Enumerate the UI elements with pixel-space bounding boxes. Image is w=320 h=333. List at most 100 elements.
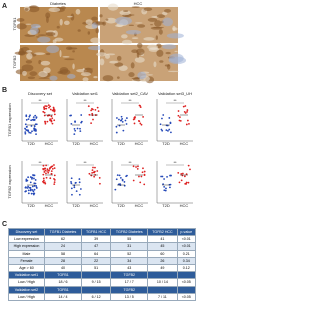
dot xyxy=(45,172,47,175)
dot xyxy=(31,176,34,179)
dot xyxy=(186,119,189,122)
dot xyxy=(33,177,35,180)
tissue-texture xyxy=(125,29,142,35)
dot xyxy=(125,123,128,125)
dot xyxy=(35,123,38,126)
dot xyxy=(91,107,93,110)
dot xyxy=(44,105,47,107)
dot xyxy=(46,120,49,123)
tissue-texture xyxy=(33,52,46,55)
dot xyxy=(25,115,28,118)
dot xyxy=(32,174,35,177)
dot xyxy=(34,182,37,185)
tissue-texture xyxy=(46,45,60,54)
table-cell: 26 xyxy=(147,256,178,265)
tissue-texture xyxy=(114,62,124,67)
dot xyxy=(94,166,96,169)
tissue-texture xyxy=(134,56,145,63)
x-tick-label: T2D xyxy=(27,141,35,146)
dot xyxy=(50,172,53,175)
tissue-texture xyxy=(77,29,81,32)
tissue-texture xyxy=(59,18,63,26)
dot xyxy=(48,114,50,117)
dot xyxy=(135,166,137,168)
dot xyxy=(79,188,82,190)
tissue-texture xyxy=(131,6,140,9)
tissue-texture xyxy=(25,60,33,64)
table-cell xyxy=(147,285,178,294)
tissue-texture xyxy=(167,64,171,70)
dot xyxy=(177,114,180,117)
x-tick-label: T2D xyxy=(27,203,35,208)
tissue-texture xyxy=(48,7,61,12)
dot xyxy=(48,106,50,109)
dot xyxy=(178,181,181,184)
dot xyxy=(43,171,46,173)
dot xyxy=(91,114,94,117)
table-cell: High expression xyxy=(8,242,45,251)
dot xyxy=(70,122,73,125)
tissue-texture xyxy=(162,17,173,27)
dot xyxy=(34,179,37,181)
dot xyxy=(51,117,54,120)
x-tick-label: HCC xyxy=(180,141,189,146)
dot xyxy=(87,105,90,108)
tissue-texture xyxy=(26,52,33,60)
table-cell: TGFB2 Diabetes xyxy=(110,227,149,237)
x-tick-label: T2D xyxy=(162,203,170,208)
tissue-texture xyxy=(123,10,129,12)
dot xyxy=(53,164,55,166)
dot xyxy=(182,105,185,108)
dot xyxy=(30,192,33,195)
table-cell: 7 / 11 xyxy=(147,292,178,301)
tissue-texture xyxy=(165,51,171,55)
dot xyxy=(121,120,124,123)
tissue-texture xyxy=(168,56,187,65)
dot xyxy=(121,178,124,181)
dot xyxy=(27,118,30,121)
figure: A B C Diabetes HCC TGFB1 TGFB2 TGFB1 express… xyxy=(2,1,196,301)
dot xyxy=(42,168,45,171)
dot xyxy=(42,180,44,183)
row-label: TGFB1 xyxy=(12,17,17,31)
dot xyxy=(74,129,77,132)
tissue-texture xyxy=(93,76,98,79)
dot xyxy=(43,106,45,109)
table-cell: 24 xyxy=(43,242,83,251)
dot xyxy=(25,118,28,121)
dot xyxy=(97,110,100,113)
dot xyxy=(92,166,94,169)
table: Discovery set TGFB1 Diabetes TGFB1 HCC TGFB… xyxy=(8,227,196,301)
tissue-texture xyxy=(56,25,60,29)
dot xyxy=(164,189,167,192)
table-cell xyxy=(147,271,178,280)
x-tick-label: T2D xyxy=(72,203,80,208)
tissue-texture xyxy=(66,74,76,79)
dot xyxy=(79,127,81,130)
dot xyxy=(51,167,54,170)
table-cell: <0.05 xyxy=(176,278,196,287)
table-cell: 58 xyxy=(43,249,83,258)
dot xyxy=(24,132,27,135)
significance: ** xyxy=(128,98,132,103)
dot xyxy=(79,130,82,133)
tissue-texture xyxy=(37,34,47,36)
dot xyxy=(42,173,45,176)
table-cell: Low / High xyxy=(8,292,45,301)
dot xyxy=(187,181,190,184)
table-cell: TGFB2 xyxy=(110,271,149,280)
dot xyxy=(184,182,187,185)
table-cell xyxy=(176,285,196,294)
table-cell: 22 xyxy=(81,256,112,265)
dot xyxy=(96,170,99,172)
table-row: Low expression 62 39 55 41 <0.01 xyxy=(8,235,196,244)
dot xyxy=(35,184,38,187)
significance: ** xyxy=(83,98,87,103)
dot xyxy=(121,117,124,120)
dot xyxy=(27,185,30,188)
dot xyxy=(46,170,49,172)
dot xyxy=(53,177,55,180)
dot xyxy=(53,183,56,186)
tissue-texture xyxy=(57,71,63,74)
dot xyxy=(179,119,182,122)
